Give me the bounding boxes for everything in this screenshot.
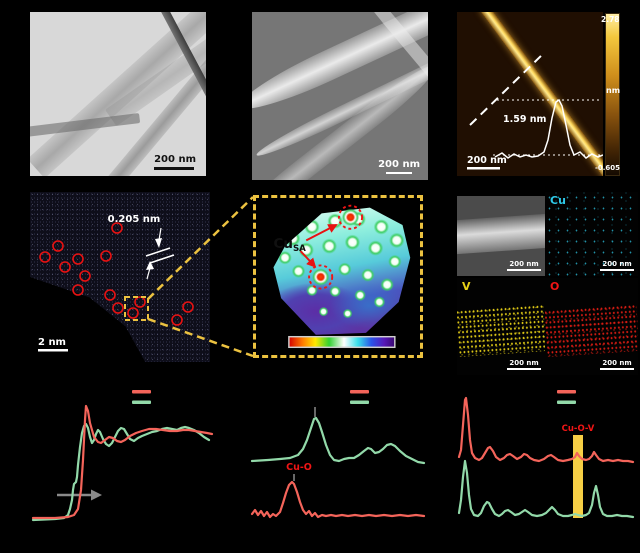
- scale-bar-line: [507, 269, 541, 271]
- cu-atom-marker-circle: [338, 204, 364, 230]
- colorbar-max-value: 2.78: [601, 15, 620, 24]
- nanobelt-graphic: [457, 213, 545, 254]
- scale-bar-line: [38, 349, 68, 352]
- legend-swatch-green: [557, 400, 576, 404]
- tem-image: 200 nm: [30, 12, 206, 176]
- hrtem-image: 0.205 nm 2 nm: [30, 192, 210, 362]
- element-label-o: O: [550, 280, 560, 293]
- cu-single-atom-bump: [341, 208, 360, 226]
- spectrum-plot-left: [31, 390, 214, 522]
- cu-sa-label: CuSA: [273, 236, 306, 254]
- scale-bar: 200 nm: [154, 155, 196, 170]
- lattice-fringe-line: [145, 247, 171, 257]
- eds-mapping-panel: 200 nm Cu 200 nm V 200 nm O 200 nm: [455, 192, 638, 375]
- colorbar-min-value: -0.605: [595, 164, 621, 172]
- colorbar-unit: nm: [606, 86, 621, 95]
- height-profile-curve: [494, 98, 603, 159]
- 3d-surface-panel: CuSA: [253, 195, 423, 358]
- scale-bar-line: [154, 167, 195, 170]
- green-spectrum-curve: [457, 459, 635, 519]
- scale-bar-line: [600, 269, 634, 271]
- element-label-v: V: [462, 280, 471, 293]
- hrtem-annotations: 0.205 nm 2 nm: [38, 214, 194, 352]
- height-annotation: 1.59 nm: [503, 114, 547, 125]
- section-line-dashed: [469, 51, 546, 126]
- element-label-cu: Cu: [550, 194, 566, 207]
- lattice-fringe-line: [149, 254, 175, 264]
- eds-map-o: O 200 nm: [545, 278, 638, 375]
- scale-bar-label: 200 nm: [378, 159, 420, 170]
- spectrum-plot-right: Cu-O-V: [457, 390, 635, 519]
- legend-swatch-green: [350, 400, 369, 404]
- legend-swatch-red: [350, 390, 369, 394]
- scale-bar: 200 nm: [507, 360, 541, 370]
- scale-bar-label: 200 nm: [602, 359, 632, 367]
- afm-colorbar: [605, 13, 620, 176]
- legend-swatch-red: [132, 390, 151, 394]
- legend-swatch-red: [557, 390, 576, 394]
- scale-bar-line: [386, 172, 413, 174]
- legend-swatch-green: [132, 400, 151, 404]
- scale-bar: 200 nm: [378, 160, 420, 174]
- afm-annotations: 1.59 nm 200 nm: [467, 51, 603, 170]
- green-spectrum-curve: [31, 422, 211, 522]
- scale-bar: 200 nm: [507, 261, 541, 271]
- scale-bar-label: 200 nm: [509, 359, 539, 367]
- scale-bar: 200 nm: [600, 360, 634, 370]
- cu-single-atom-bump: [311, 268, 330, 286]
- spacing-arrowhead-down: [155, 238, 162, 248]
- red-spectrum-curve: [31, 404, 214, 520]
- scale-bar-label: 200 nm: [509, 260, 539, 268]
- afm-image: 1.59 nm 200 nm: [457, 12, 603, 176]
- cu-atom-arrow: [305, 224, 338, 242]
- scale-bar-label: 2 nm: [38, 337, 66, 348]
- green-spectrum-curve: [250, 416, 426, 465]
- cu-atom-marker-circle: [308, 264, 334, 290]
- red-spectrum-curve: [457, 396, 635, 464]
- eds-map-cu: Cu 200 nm: [545, 192, 638, 276]
- scale-bar-label: 200 nm: [154, 154, 196, 165]
- scale-bar: 200 nm: [600, 261, 634, 271]
- red-spectrum-curve: [250, 480, 426, 519]
- sem-image: 200 nm: [252, 12, 428, 180]
- edge-shift-arrowhead: [91, 489, 102, 501]
- cu-atom-arrow: [299, 250, 317, 268]
- single-atom-markers: [39, 222, 194, 326]
- eds-map-v: V 200 nm: [457, 278, 545, 375]
- scale-bar-label: 200 nm: [467, 155, 507, 166]
- scale-bar-label: 200 nm: [602, 260, 632, 268]
- highlight-band: [573, 435, 583, 518]
- scale-bar-line: [507, 368, 541, 370]
- scale-bar-line: [467, 167, 500, 170]
- v-signal-speckles: [457, 304, 545, 357]
- o-signal-speckles: [545, 303, 638, 357]
- cu-o-v-band-label: Cu-O-V: [562, 424, 595, 434]
- 3d-surface-render: CuSA: [273, 204, 411, 349]
- spectrum-plot-middle: Cu-O: [250, 390, 426, 519]
- cu-o-peak-label: Cu-O: [286, 462, 312, 473]
- stem-reference-image: 200 nm: [457, 196, 545, 276]
- cu-signal-speckles: [545, 192, 638, 276]
- scale-bar-line: [600, 368, 634, 370]
- spectral-colorbar: [288, 335, 396, 349]
- zoom-region-box: [124, 296, 149, 321]
- lattice-spacing-annotation: 0.205 nm: [108, 214, 161, 225]
